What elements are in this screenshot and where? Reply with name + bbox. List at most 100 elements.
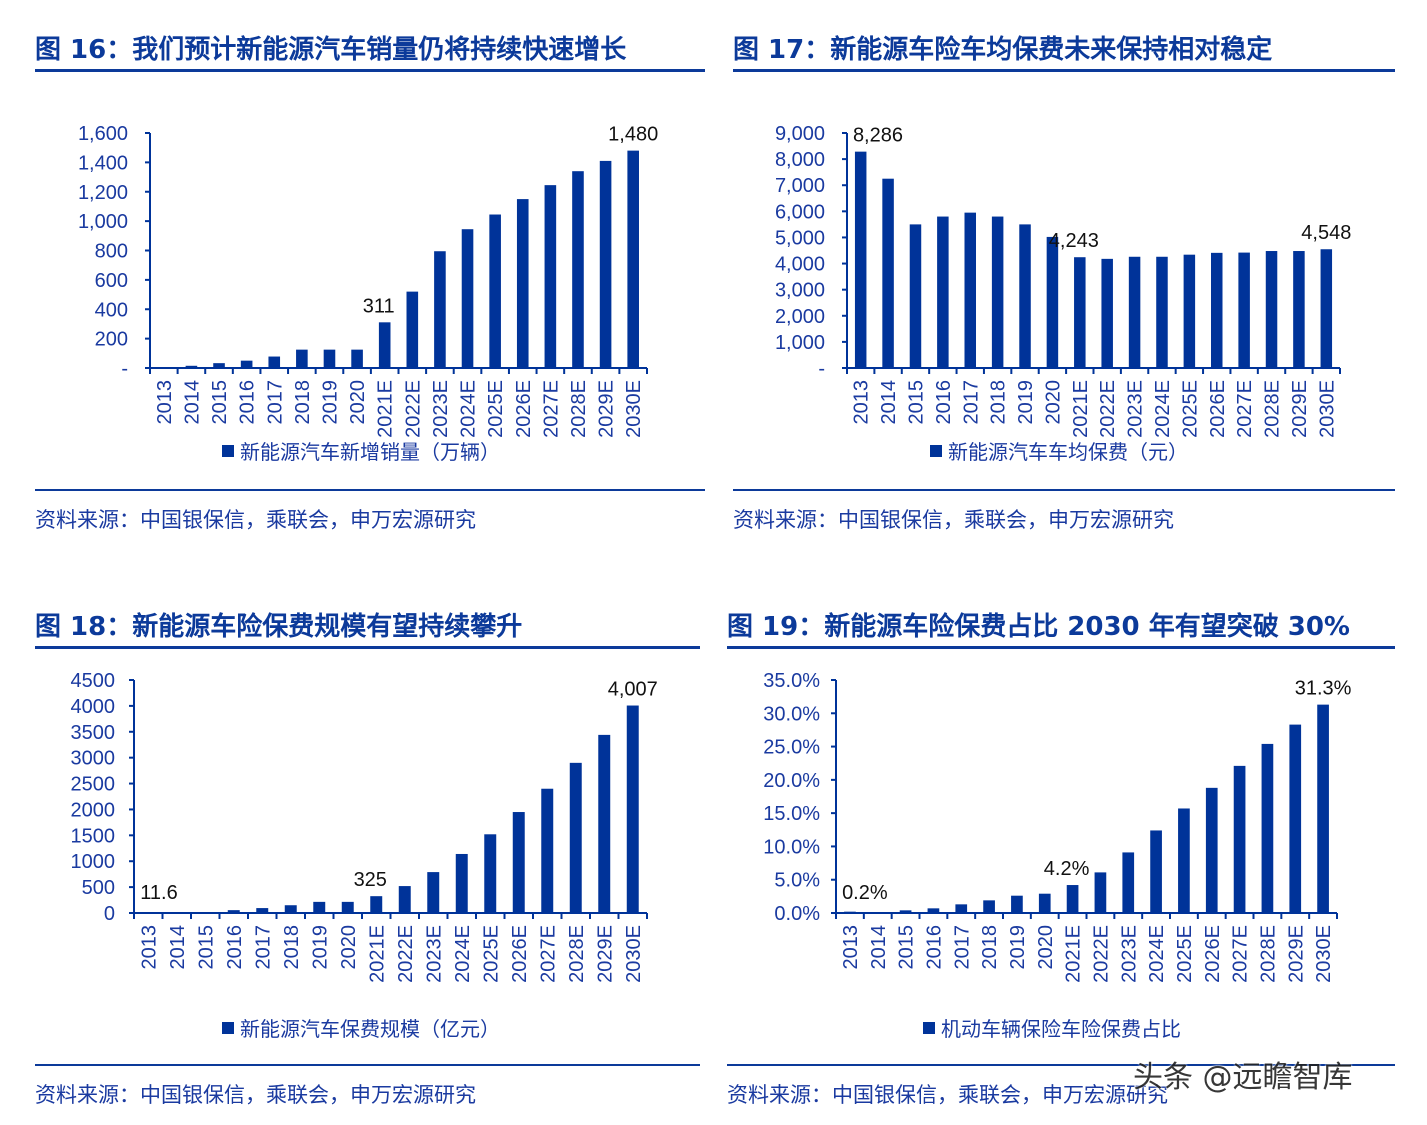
figure-18-legend: 新能源汽车保费规模（亿元） — [222, 1013, 500, 1042]
bar — [1233, 765, 1246, 913]
bar — [1046, 236, 1059, 368]
bar — [378, 322, 391, 368]
data-label: 1,480 — [608, 124, 658, 146]
x-tick-label: 2019 — [1007, 925, 1029, 970]
x-tick-label: 2029E — [594, 925, 616, 983]
x-tick-label: 2024E — [458, 380, 480, 438]
title-divider — [35, 69, 705, 72]
x-tick-label: 2020 — [347, 380, 369, 425]
x-tick-label: 2015 — [195, 925, 217, 970]
x-tick-label: 2027E — [540, 380, 562, 438]
y-tick-label: 30.0% — [763, 703, 820, 725]
x-tick-label: 2022E — [1097, 380, 1119, 438]
y-tick-label: 1,000 — [78, 211, 128, 233]
y-tick-label: 0.0% — [774, 903, 820, 925]
data-label: 11.6 — [140, 882, 177, 904]
data-label: 4,548 — [1301, 222, 1351, 244]
bar — [455, 853, 468, 913]
x-tick-label: 2025E — [480, 925, 502, 983]
x-tick-label: 2014 — [878, 380, 900, 425]
bar — [240, 360, 253, 368]
x-tick-label: 2017 — [951, 925, 973, 970]
x-tick-label: 2020 — [338, 925, 360, 970]
x-tick-label: 2014 — [181, 380, 203, 425]
x-tick-label: 2023E — [423, 925, 445, 983]
x-tick-label: 2030E — [623, 380, 645, 438]
watermark: 头条 @远瞻智库 — [1133, 1060, 1353, 1095]
source-divider — [733, 489, 1395, 491]
source-divider — [727, 1064, 1395, 1066]
y-tick-label: - — [818, 358, 825, 380]
bar — [541, 788, 554, 913]
y-tick-label: 500 — [82, 877, 115, 899]
x-tick-label: 2014 — [868, 925, 890, 970]
figure-17-source: 资料来源：中国银保信，乘联会，申万宏源研究 — [733, 508, 1174, 532]
bar — [213, 363, 225, 368]
y-tick-label: 7,000 — [775, 175, 825, 197]
y-tick-label: 400 — [95, 299, 128, 321]
source-divider — [35, 1064, 700, 1066]
bar — [268, 356, 281, 368]
bar — [398, 886, 411, 913]
data-label: 8,286 — [853, 125, 903, 147]
bar — [1317, 704, 1329, 913]
x-tick-label: 2026E — [509, 925, 531, 983]
x-tick-label: 2025E — [1174, 925, 1196, 983]
legend-label: 机动车辆保险车险保费占比 — [941, 1017, 1181, 1041]
x-tick-label: 2021E — [1063, 925, 1085, 983]
bar — [598, 734, 611, 913]
bar — [227, 910, 240, 913]
bar — [1178, 808, 1190, 913]
bar — [512, 812, 525, 913]
x-tick-label: 2016 — [237, 380, 259, 425]
bar — [323, 349, 336, 368]
x-tick-label: 2023E — [430, 380, 452, 438]
bar — [1101, 258, 1113, 368]
y-tick-label: 800 — [95, 241, 128, 263]
y-tick-label: 3000 — [71, 748, 116, 770]
y-tick-label: 2500 — [71, 774, 116, 796]
y-tick-label: 1,000 — [775, 332, 825, 354]
bar — [341, 901, 354, 913]
x-tick-label: 2028E — [566, 925, 588, 983]
y-tick-label: 4,000 — [775, 254, 825, 276]
data-label: 4,243 — [1049, 230, 1099, 252]
x-tick-label: 2028E — [568, 380, 590, 438]
bar — [991, 216, 1004, 368]
bar — [1066, 885, 1079, 913]
title-divider — [733, 69, 1395, 72]
bar — [1289, 724, 1302, 913]
bar — [256, 908, 269, 913]
bar — [351, 349, 363, 368]
bar — [1183, 254, 1196, 368]
y-tick-label: 5.0% — [774, 870, 820, 892]
y-tick-label: 20.0% — [763, 770, 820, 792]
x-tick-label: 2013 — [154, 380, 176, 425]
legend-swatch — [222, 1021, 234, 1034]
bar — [370, 896, 383, 913]
x-tick-label: 2030E — [623, 925, 645, 983]
y-tick-label: 5,000 — [775, 227, 825, 249]
figure-17-bar-chart: - 1,000 2,000 3,000 4,000 5,000 6,000 7,000 8,00… — [775, 123, 1351, 438]
x-tick-label: 2026E — [513, 380, 535, 438]
x-tick-label: 2021E — [366, 925, 388, 983]
x-tick-label: 2016 — [224, 925, 246, 970]
figure-18-title: 图 18：新能源车险保费规模有望持续攀升 — [35, 612, 523, 642]
bar — [899, 910, 912, 913]
figure-16-source: 资料来源：中国银保信，乘联会，申万宏源研究 — [35, 508, 476, 532]
x-tick-label: 2028E — [1262, 380, 1284, 438]
x-tick-label: 2015 — [896, 925, 918, 970]
x-tick-label: 2014 — [167, 925, 189, 970]
bar — [427, 872, 440, 913]
x-tick-label: 2016 — [923, 925, 945, 970]
y-tick-label: 2000 — [71, 799, 116, 821]
x-tick-label: 2018 — [281, 925, 303, 970]
bar — [434, 251, 446, 368]
bar — [1094, 872, 1107, 913]
figure-16-title: 图 16：我们预计新能源汽车销量仍将持续快速增长 — [35, 35, 627, 65]
bar — [296, 349, 308, 368]
x-tick-label: 2021E — [1070, 380, 1092, 438]
x-tick-label: 2013 — [851, 380, 873, 425]
y-tick-label: 25.0% — [763, 737, 820, 759]
x-tick-label: 2020 — [1042, 380, 1064, 425]
